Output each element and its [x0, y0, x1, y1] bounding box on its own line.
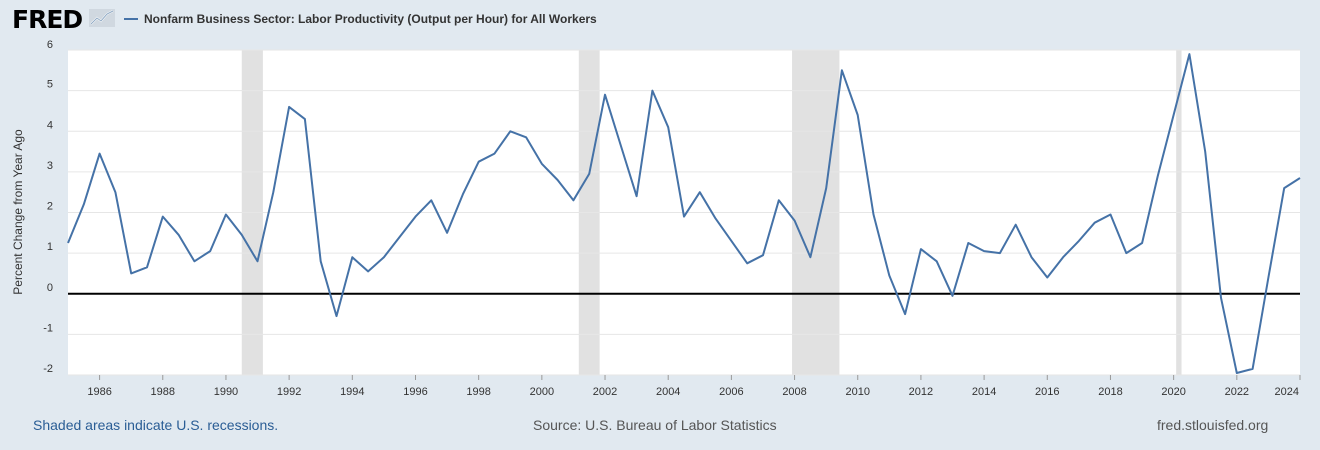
x-tick-label: 2006 [719, 386, 743, 398]
x-tick-label: 1986 [87, 386, 111, 398]
y-tick-label: 2 [47, 201, 53, 213]
recession-note: Shaded areas indicate U.S. recessions. [33, 417, 279, 433]
x-tick-label: 2004 [656, 386, 680, 398]
site-link[interactable]: fred.stlouisfed.org [1157, 417, 1269, 433]
x-tick-label: 1992 [277, 386, 301, 398]
x-tick-label: 2000 [530, 386, 554, 398]
x-tick-label: 2018 [1098, 386, 1122, 398]
y-tick-label: 6 [47, 39, 53, 51]
fred-logo[interactable]: FRED [12, 5, 83, 34]
fred-chart-icon [89, 9, 115, 27]
y-tick-label: 3 [47, 160, 53, 172]
y-tick-label: -2 [43, 363, 53, 375]
source-note: Source: U.S. Bureau of Labor Statistics [533, 417, 777, 433]
x-tick-label: 1988 [151, 386, 175, 398]
y-tick-label: 1 [47, 241, 53, 253]
y-tick-label: 4 [47, 119, 53, 131]
x-tick-label: 2020 [1161, 386, 1185, 398]
legend-label: Nonfarm Business Sector: Labor Productiv… [144, 12, 597, 26]
x-tick-label: 2016 [1035, 386, 1059, 398]
y-axis-ticks: -2 -1 0 1 2 3 4 5 6 [43, 39, 53, 375]
y-tick-label: -1 [43, 322, 53, 334]
series-layer [67, 53, 1301, 374]
y-axis-title: Percent Change from Year Ago [11, 129, 25, 295]
y-tick-label: 5 [47, 79, 53, 91]
x-tick-label: 1998 [466, 386, 490, 398]
x-tick-label: 2010 [846, 386, 870, 398]
x-tick-label: 2002 [593, 386, 617, 398]
x-tick-label: 2012 [909, 386, 933, 398]
x-tick-label: 2022 [1225, 386, 1249, 398]
series-line [67, 53, 1301, 374]
x-tick-label: 1990 [214, 386, 238, 398]
x-tick-label: 2024 [1275, 386, 1299, 398]
x-tick-label: 1996 [403, 386, 427, 398]
chart-legend: Nonfarm Business Sector: Labor Productiv… [124, 12, 597, 26]
x-tick-label: 2014 [972, 386, 996, 398]
x-tick-label: 2008 [782, 386, 806, 398]
x-tick-label: 1994 [340, 386, 364, 398]
x-axis-ticks: 1986 1988 1990 1992 1994 1996 1998 2000 2002 2004… [87, 375, 1301, 398]
legend-swatch [124, 18, 138, 20]
y-tick-label: 0 [47, 282, 53, 294]
